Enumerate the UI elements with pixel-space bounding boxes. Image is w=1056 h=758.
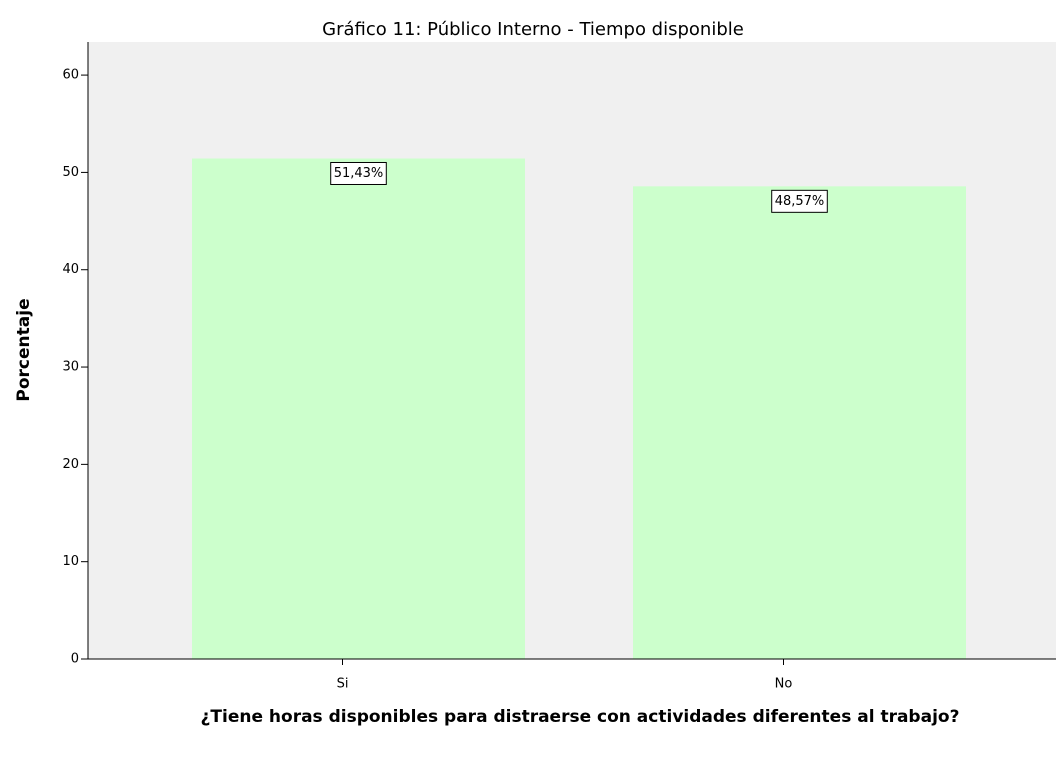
y-tick-label: 60 (62, 68, 79, 83)
x-tick-label: No (775, 677, 793, 692)
x-axis-title: ¿Tiene horas disponibles para distraerse… (200, 707, 960, 727)
y-tick-label: 0 (71, 652, 79, 667)
x-tick-label: Si (337, 677, 349, 692)
y-tick-label: 40 (62, 262, 79, 277)
y-tick-label: 10 (62, 554, 79, 569)
bar (633, 186, 966, 660)
value-label: 48,57% (775, 194, 825, 209)
value-label-box (330, 161, 387, 185)
y-tick-label: 20 (62, 457, 79, 472)
y-tick-label: 50 (62, 165, 79, 180)
y-tick-label: 30 (62, 360, 79, 375)
value-label: 51,43% (334, 166, 384, 181)
chart-title: Gráfico 11: Público Interno - Tiempo dis… (322, 19, 744, 40)
bar (192, 158, 525, 660)
y-axis-title: Porcentaje (14, 298, 34, 401)
value-label-box (771, 189, 828, 213)
